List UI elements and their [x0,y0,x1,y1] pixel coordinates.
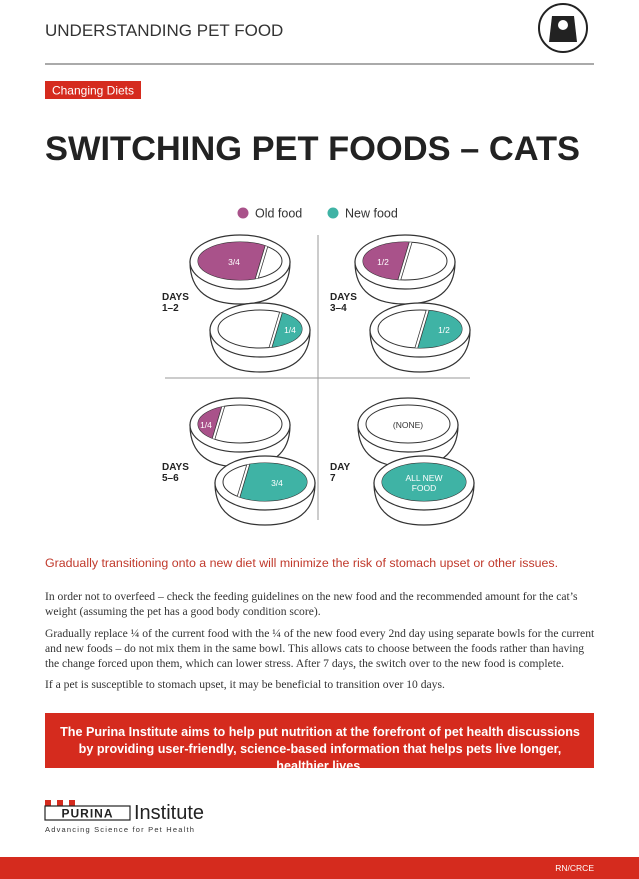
bowl-divider-gap [269,310,283,348]
bowl-label: 1/4 [200,420,212,430]
tag-box [45,81,141,99]
logo-box [44,805,131,821]
days-label: 7 [330,473,336,484]
bowl-divider-gap [236,463,250,501]
food [237,463,307,501]
food [382,463,466,501]
legend-old: Old food [255,207,302,221]
footer-bar [0,857,639,879]
days-label: 1–2 [162,303,179,314]
footer-code: RN/CRCE [555,863,594,873]
header-title: UNDERSTANDING PET FOOD [45,21,283,40]
days-label: 3–4 [330,303,347,314]
days-label: DAYS [162,292,189,303]
bowl-label: 3/4 [228,257,240,267]
bowl-label: 1/2 [438,325,450,335]
bowl-divider-gap [211,405,225,443]
bowl-divider-gap [398,242,412,280]
bowl-label: 1/4 [284,325,296,335]
bowl-label: 3/4 [271,478,283,488]
lead: Gradually transitioning onto a new diet … [45,556,558,570]
bowl-divider-gap [415,310,429,348]
days-label: 5–6 [162,473,179,484]
logo-check [69,800,75,806]
bowl-divider-gap [255,242,269,280]
paragraph: If a pet is susceptible to stomach upset… [45,678,445,691]
banner-box [45,713,594,768]
bowl-label: ALL NEW [405,473,442,483]
bowl-inner [365,404,451,444]
days-label: DAYS [330,292,357,303]
days-label: DAYS [162,462,189,473]
food [198,405,224,443]
legend-swatch-new [327,207,339,219]
bowl-label: (NONE) [393,420,423,430]
bowl-label: 1/2 [377,257,389,267]
page-title: SWITCHING PET FOODS – CATS [45,130,580,168]
logo-brand: PURINA [61,807,113,821]
logo-institute: Institute [134,802,204,824]
legend-new: New food [345,207,398,221]
legend-swatch-old [237,207,249,219]
paw-icon [558,20,568,30]
tag: Changing Diets [52,84,134,98]
food [198,242,268,280]
logo-check [57,800,63,806]
logo-tagline: Advancing Science for Pet Health [45,825,195,834]
paragraph: In order not to overfeed – check the fee… [45,590,578,618]
paragraph: Gradually replace ¼ of the current food … [45,627,595,670]
bowl-label: FOOD [412,483,437,493]
banner: The Purina Institute aims to help put nu… [60,725,580,773]
logo-check [45,800,51,806]
days-label: DAY [330,462,351,473]
